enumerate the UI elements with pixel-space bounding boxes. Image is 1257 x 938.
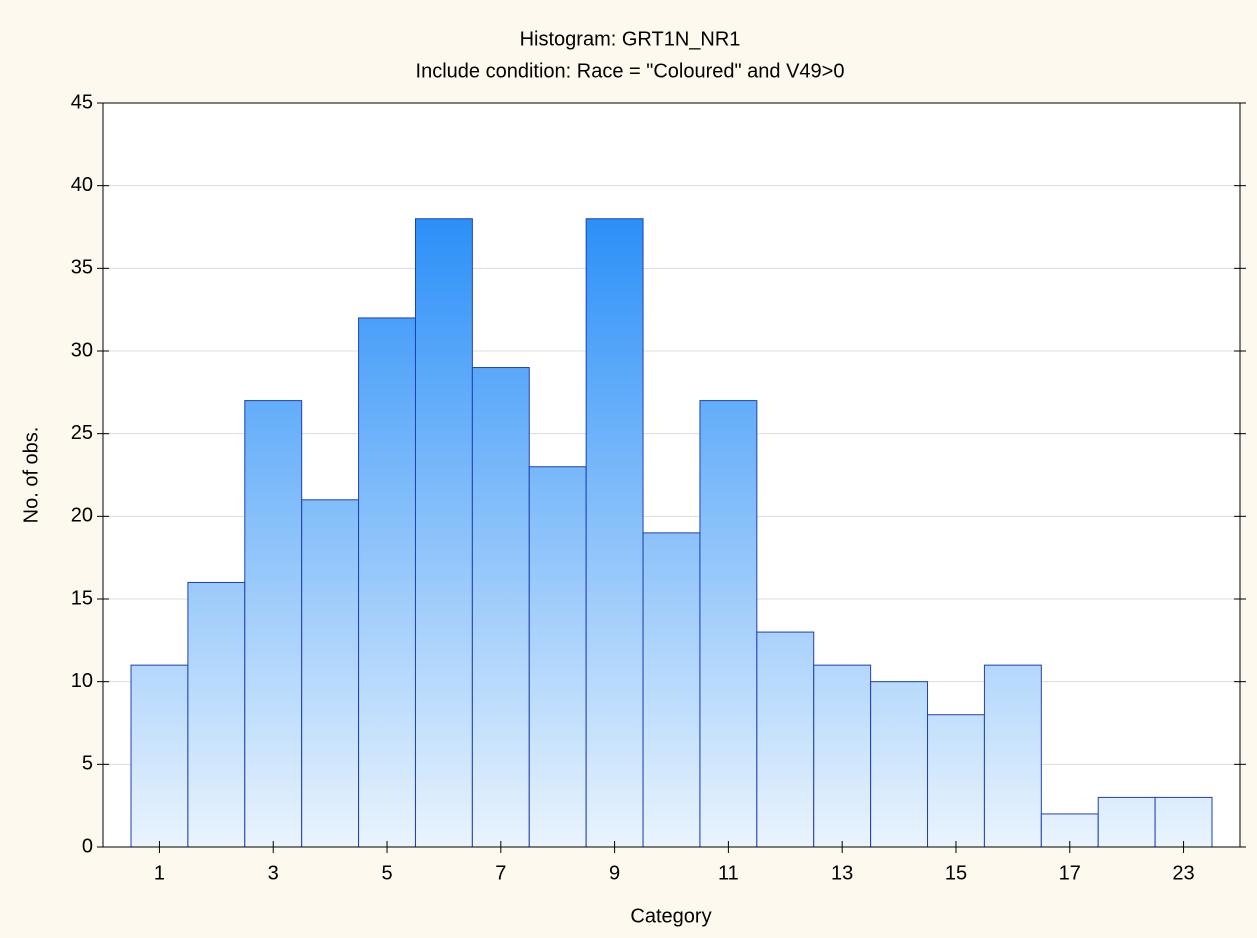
bar	[414, 218, 473, 848]
y-tick-label: 25	[71, 422, 93, 444]
bar	[187, 581, 246, 848]
bar	[244, 400, 303, 848]
bar	[983, 664, 1042, 848]
y-tick-label: 45	[71, 91, 93, 113]
bar	[301, 499, 360, 848]
bar	[756, 631, 815, 848]
chart-subtitle: Include condition: Race = "Coloured" and…	[416, 60, 845, 82]
x-axis-label: Category	[630, 905, 711, 927]
y-tick-label: 20	[71, 505, 93, 527]
chart-title: Histogram: GRT1N_NR1	[520, 28, 741, 50]
bar	[1097, 796, 1156, 848]
x-tick-label: 7	[495, 862, 506, 884]
x-tick-label: 3	[268, 862, 279, 884]
y-tick-label: 15	[71, 587, 93, 609]
x-tick-label: 23	[1172, 862, 1194, 884]
bar	[130, 664, 189, 848]
x-tick-label: 11	[718, 862, 739, 884]
bar	[642, 532, 701, 848]
plot-frame	[102, 102, 1241, 848]
x-tick-label: 9	[609, 862, 620, 884]
y-tick-label: 35	[71, 257, 93, 279]
x-tick-label: 5	[381, 862, 392, 884]
x-tick-label: 1	[154, 862, 165, 884]
bar	[813, 664, 872, 848]
bar	[528, 466, 587, 848]
y-tick-label: 40	[71, 174, 93, 196]
bar	[699, 400, 758, 848]
y-tick-label: 10	[71, 670, 93, 692]
bar	[471, 367, 530, 848]
bar	[870, 681, 929, 848]
y-tick-label: 30	[71, 339, 93, 361]
y-tick-label: 0	[82, 835, 93, 857]
bar	[1154, 796, 1213, 848]
bar	[927, 714, 985, 848]
bar	[358, 317, 416, 848]
y-axis-label: No. of obs.	[20, 427, 42, 524]
x-tick-label: 17	[1059, 862, 1081, 884]
x-tick-label: 15	[945, 862, 967, 884]
y-tick-label: 5	[82, 753, 93, 775]
bar	[585, 218, 644, 848]
x-tick-label: 13	[831, 862, 853, 884]
